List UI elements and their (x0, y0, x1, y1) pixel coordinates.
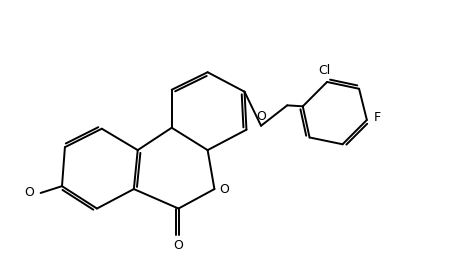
Text: F: F (374, 111, 381, 124)
Text: O: O (174, 239, 183, 252)
Text: O: O (219, 183, 229, 196)
Text: O: O (24, 187, 34, 199)
Text: O: O (256, 110, 266, 123)
Text: Cl: Cl (319, 63, 331, 77)
